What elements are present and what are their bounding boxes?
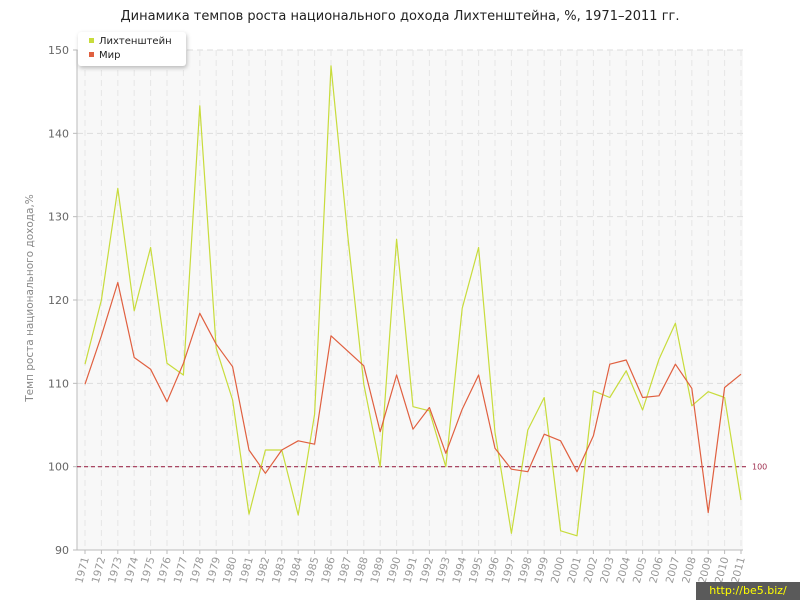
x-axis-ticks: 1971197219731974197519761977197819791980… xyxy=(73,550,748,585)
legend-label-liechtenstein: Лихтенштейн xyxy=(99,36,172,47)
reference-line-label: 100 xyxy=(752,463,767,472)
legend-label-world: Мир xyxy=(99,50,121,61)
series-line-1 xyxy=(84,281,742,514)
y-tick-label: 150 xyxy=(48,44,69,57)
chart-title: Динамика темпов роста национального дохо… xyxy=(120,9,680,24)
y-tick-label: 100 xyxy=(48,461,69,474)
y-axis-label: Темп роста национального дохода,% xyxy=(24,194,36,403)
x-tick-label: 2011 xyxy=(729,556,748,585)
legend-swatch-world xyxy=(89,52,94,57)
series-lines xyxy=(84,65,742,537)
y-tick-label: 120 xyxy=(48,294,69,307)
legend: Лихтенштейн Мир xyxy=(78,32,186,66)
y-tick-label: 110 xyxy=(48,377,69,390)
y-tick-label: 130 xyxy=(48,211,69,224)
y-tick-label: 90 xyxy=(55,544,69,557)
y-tick-label: 140 xyxy=(48,127,69,140)
series-line-0 xyxy=(84,65,742,537)
y-axis-ticks: 90 100 110 120 130 140 150 xyxy=(48,44,77,557)
legend-swatch-liechtenstein xyxy=(89,38,94,43)
reference-line: 100 xyxy=(77,463,767,472)
watermark[interactable]: http://be5.biz/ xyxy=(696,582,800,600)
legend-item-world[interactable]: Мир xyxy=(89,49,120,63)
legend-item-liechtenstein[interactable]: Лихтенштейн xyxy=(89,35,172,49)
